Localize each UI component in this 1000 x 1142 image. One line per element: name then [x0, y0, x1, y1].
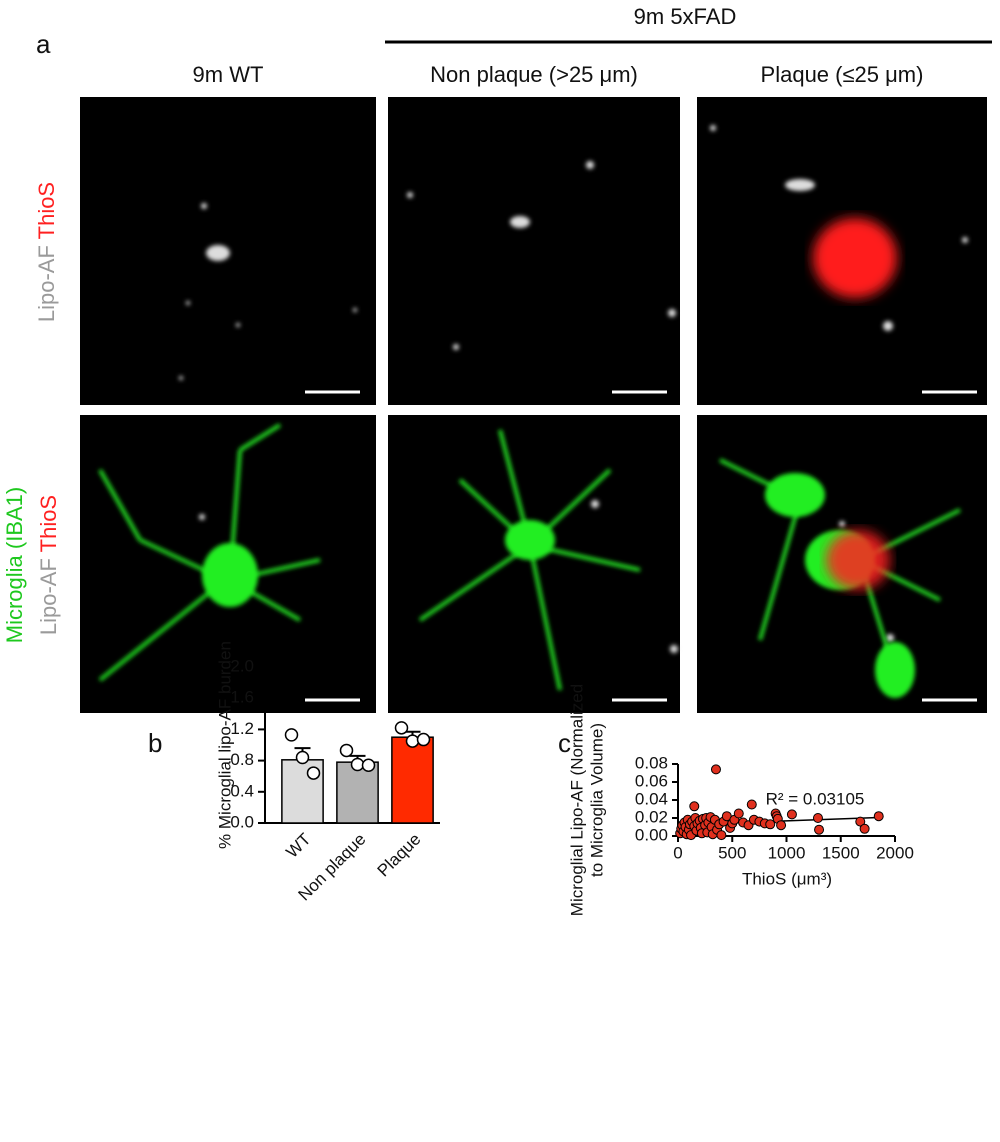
label-part: Lipo-AF	[34, 245, 59, 322]
plaque	[813, 218, 897, 298]
data-point	[295, 750, 310, 765]
data-point	[716, 830, 727, 841]
data-point	[776, 820, 787, 831]
data-point	[710, 764, 721, 775]
y-axis-label: to Microglia Volume)	[587, 723, 606, 877]
x-axis-label: ThioS (μm³)	[742, 869, 832, 888]
data-point	[765, 819, 776, 830]
y-tick-label: 2.0	[230, 656, 254, 675]
data-point	[361, 758, 376, 773]
image	[388, 97, 680, 405]
microglia-soma	[202, 473, 915, 698]
y-tick-label: 1.2	[230, 719, 254, 738]
micrographs	[80, 97, 987, 713]
data-point	[339, 743, 354, 758]
data-point	[416, 732, 431, 747]
data-point	[733, 808, 744, 819]
scale-bars	[305, 390, 977, 702]
column-title: Plaque (≤25 μm)	[761, 62, 924, 87]
y-axis-label: Microglial Lipo-AF (Normalized	[567, 684, 586, 916]
label-part: ThioS	[36, 495, 61, 552]
bar	[391, 736, 434, 824]
data-point	[814, 824, 825, 835]
y-axis-label: % Microglial lipo-AF burden	[215, 641, 234, 849]
y-tick-label: 0.4	[230, 781, 254, 800]
panel-letter: b	[148, 728, 162, 758]
label-part: ThioS	[34, 182, 59, 239]
bar	[336, 761, 379, 824]
column-title: 9m WT	[193, 62, 264, 87]
y-tick-label: 1.6	[230, 688, 254, 707]
y-tick-label: 0.0	[230, 812, 254, 831]
x-tick-label: 1500	[822, 843, 860, 862]
data-point	[306, 766, 321, 780]
data-point	[859, 823, 870, 834]
x-tick-label: 500	[718, 843, 746, 862]
data-point	[786, 809, 797, 820]
column-title: Non plaque (>25 μm)	[430, 62, 638, 87]
annotation: R² = 0.03105	[766, 789, 865, 808]
data-point	[689, 801, 700, 812]
data-point	[812, 813, 823, 823]
data-point	[394, 721, 409, 735]
group-title: 9m 5xFAD	[634, 4, 737, 29]
row-label: Microglia (IBA1)	[2, 487, 27, 643]
x-tick-label: Plaque	[374, 830, 425, 881]
y-tick-label: 0.04	[635, 789, 668, 808]
x-tick-label: WT	[282, 830, 314, 862]
data-point	[873, 811, 884, 822]
data-point	[284, 728, 299, 742]
panel-letter: a	[36, 29, 51, 59]
label-part: Lipo-AF	[36, 558, 61, 635]
lipo-af-dots	[179, 125, 968, 653]
plaque	[826, 530, 890, 590]
x-tick-label: 2000	[876, 843, 914, 862]
data-point	[855, 816, 866, 827]
y-tick-label: 0.00	[635, 825, 668, 844]
microglia	[98, 423, 961, 691]
data-point	[746, 799, 757, 810]
row-label: Lipo-AF ThioS	[36, 495, 61, 635]
y-tick-label: 0.02	[635, 807, 668, 826]
y-tick-label: 0.06	[635, 771, 668, 790]
data-point	[350, 757, 365, 772]
panel-letter: c	[558, 728, 571, 758]
data-point	[405, 734, 420, 748]
row-label: Lipo-AF ThioS	[34, 182, 59, 322]
y-tick-label: 0.08	[635, 753, 668, 772]
x-tick-label: 1000	[768, 843, 806, 862]
x-tick-label: 0	[673, 843, 682, 862]
y-tick-label: 0.8	[230, 750, 254, 769]
